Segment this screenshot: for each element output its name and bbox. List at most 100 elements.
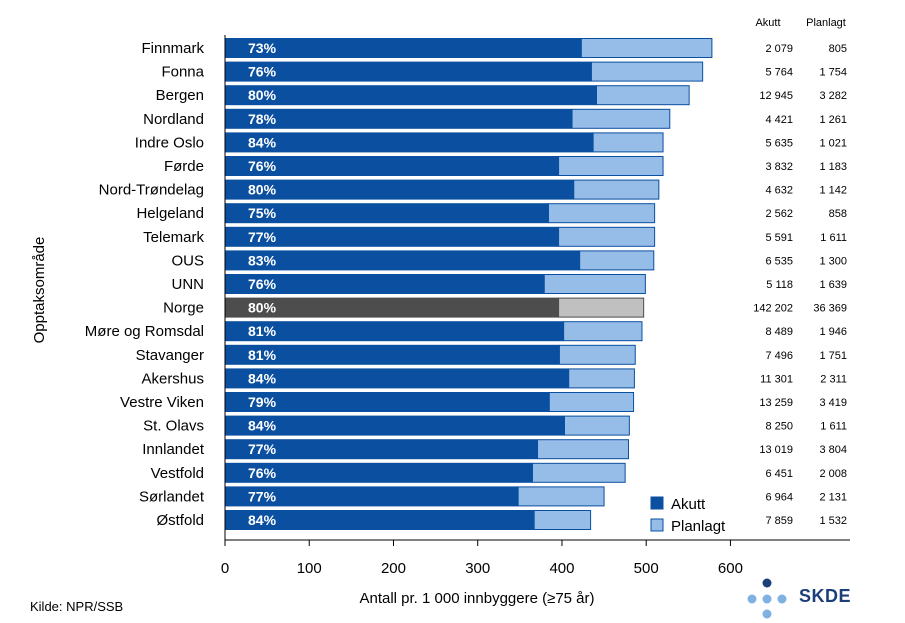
x-tick-label: 200 (381, 560, 406, 577)
category-label: Vestre Viken (120, 394, 204, 411)
percent-label: 84% (248, 134, 277, 150)
bar-akutt (225, 344, 560, 365)
akutt-count: 8 250 (765, 421, 793, 433)
bar-akutt (225, 486, 519, 507)
bar-akutt (225, 462, 533, 483)
planlagt-count: 3 282 (819, 90, 847, 102)
percent-label: 77% (248, 229, 277, 245)
bar-planlagt (537, 439, 630, 460)
percent-label: 78% (248, 111, 277, 127)
x-axis-label: Antall pr. 1 000 innbyggere (≥75 år) (359, 590, 594, 607)
bar-planlagt (558, 156, 664, 176)
category-labels: Finnmark Fonna Bergen Nordland Indre Oslo Før… (85, 40, 205, 529)
percent-label: 83% (248, 252, 277, 268)
akutt-count: 6 535 (765, 255, 793, 267)
bar-akutt (225, 510, 535, 530)
akutt-count: 12 945 (759, 90, 793, 102)
category-label: Telemark (143, 229, 204, 246)
bar-akutt (225, 132, 594, 153)
header-planlagt: Planlagt (806, 17, 846, 29)
percent-label: 84% (248, 418, 277, 434)
akutt-count: 3 832 (765, 161, 793, 173)
bar-planlagt (517, 486, 605, 507)
planlagt-count: 1 611 (820, 232, 847, 244)
akutt-count: 4 632 (765, 185, 793, 197)
bar-akutt (225, 321, 564, 342)
planlagt-count: 2 131 (819, 491, 847, 503)
percent-label: 76% (248, 158, 277, 174)
bars-group: 73% 76% 80% 78% 84% 76% 80% 75% 77% 83% 76% 80% 81% 8… (225, 38, 713, 530)
legend-planlagt-label: Planlagt (671, 518, 726, 535)
planlagt-count: 858 (829, 208, 847, 220)
bar-akutt (225, 203, 549, 224)
category-label: Indre Oslo (135, 134, 204, 151)
category-label: Østfold (156, 512, 204, 529)
bar-planlagt (595, 85, 690, 106)
category-label: Vestfold (151, 465, 204, 482)
bar-akutt (225, 38, 582, 58)
category-label: Møre og Romsdal (85, 323, 204, 340)
category-label: Bergen (156, 87, 204, 104)
bar-akutt (225, 85, 597, 106)
akutt-count: 7 859 (765, 515, 793, 527)
bar-planlagt (579, 250, 655, 271)
bar-planlagt (592, 132, 664, 153)
percent-label: 84% (248, 370, 277, 386)
akutt-count: 6 964 (765, 491, 793, 503)
legend: Akutt Planlagt (650, 496, 726, 535)
category-label: Nordland (143, 111, 204, 128)
percent-label: 81% (248, 347, 277, 363)
akutt-count: 13 259 (759, 397, 793, 409)
planlagt-count: 1 532 (819, 515, 847, 527)
akutt-count: 2 079 (765, 43, 793, 55)
bar-planlagt (558, 297, 645, 318)
planlagt-count: 1 142 (819, 185, 847, 197)
logo-dot (762, 578, 772, 588)
planlagt-count: 2 008 (819, 468, 847, 480)
percent-label: 80% (248, 182, 277, 198)
akutt-count: 5 591 (765, 232, 793, 244)
percent-label: 80% (248, 87, 277, 103)
bar-planlagt (533, 510, 592, 530)
bar-akutt (225, 179, 574, 200)
akutt-count: 8 489 (765, 326, 793, 338)
x-tick-label: 500 (634, 560, 659, 577)
category-label: Nord-Trøndelag (99, 182, 204, 199)
logo-dot (777, 594, 787, 604)
planlagt-count: 1 300 (819, 255, 847, 267)
category-label: UNN (172, 276, 205, 293)
logo-dot (747, 594, 757, 604)
planlagt-count: 1 754 (819, 67, 847, 79)
legend-akutt-swatch (650, 496, 664, 510)
bar-planlagt (558, 344, 636, 365)
percent-label: 80% (248, 300, 277, 316)
category-label: Finnmark (141, 40, 204, 57)
bar-planlagt (571, 108, 671, 129)
bar-planlagt (543, 274, 646, 294)
percent-label: 77% (248, 488, 277, 504)
category-label: Norge (163, 300, 204, 317)
bar-akutt (225, 274, 545, 294)
percent-label: 73% (248, 40, 277, 56)
akutt-count: 7 496 (765, 350, 793, 362)
planlagt-count: 805 (829, 43, 847, 55)
planlagt-count: 1 611 (820, 421, 847, 433)
akutt-count: 4 421 (765, 114, 793, 126)
legend-akutt-label: Akutt (671, 496, 706, 513)
category-label: Akershus (141, 370, 204, 387)
logo-dot (762, 594, 772, 604)
bar-planlagt (568, 368, 635, 389)
bar-akutt (225, 108, 573, 129)
bar-akutt (225, 61, 592, 82)
bar-planlagt (548, 392, 635, 412)
percent-label: 81% (248, 323, 277, 339)
percent-label: 76% (248, 465, 277, 481)
bar-akutt (225, 297, 559, 318)
bar-akutt (225, 156, 559, 176)
akutt-count: 5 118 (766, 279, 793, 291)
bar-planlagt (580, 38, 713, 58)
logo-text: SKDE (799, 586, 852, 606)
percent-label: 76% (248, 64, 277, 80)
percent-label: 79% (248, 394, 277, 410)
